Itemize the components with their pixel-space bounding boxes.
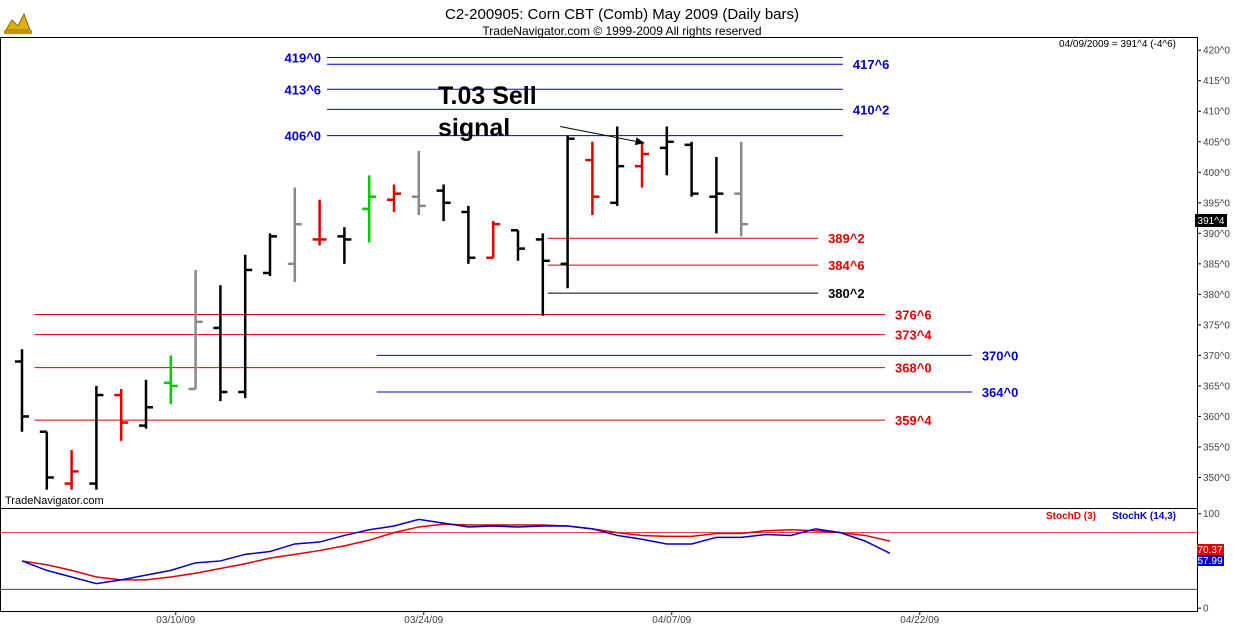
ohlc-bar <box>635 141 649 188</box>
price-info: 04/09/2009 = 391^4 (-4^6) <box>1059 39 1176 50</box>
price-tick-label: 400^0 <box>1203 168 1230 179</box>
watermark: TradeNavigator.com <box>5 495 104 507</box>
indicator-panel-frame <box>0 508 1198 612</box>
ohlc-bar <box>89 385 104 490</box>
ohlc-bar <box>560 135 575 289</box>
ohlc-bar <box>684 141 699 197</box>
ohlc-bar <box>436 184 451 222</box>
level-label: 370^0 <box>982 348 1019 363</box>
price-tick-label: 395^0 <box>1203 198 1230 209</box>
price-tick-label: 360^0 <box>1203 412 1230 423</box>
ohlc-bar <box>188 269 203 391</box>
ohlc-bar <box>535 233 550 316</box>
ohlc-bar <box>263 233 277 277</box>
price-tick-label: 405^0 <box>1203 137 1230 148</box>
level-label: 368^0 <box>895 361 932 376</box>
stochd-legend: StochD (3) <box>1046 511 1096 522</box>
level-label: 373^4 <box>895 328 932 343</box>
price-tick-label: 375^0 <box>1203 320 1230 331</box>
ohlc-bar <box>287 187 302 283</box>
stochk-value-box <box>1197 555 1224 566</box>
ohlc-bar <box>709 157 724 234</box>
price-tick-label: 370^0 <box>1203 351 1230 362</box>
price-tick-label: 420^0 <box>1203 46 1230 57</box>
ohlc-bar <box>486 221 501 259</box>
stochk-legend: StochK (14,3) <box>1112 511 1176 522</box>
price-tick-label: 365^0 <box>1203 381 1230 392</box>
ohlc-bar <box>139 379 153 429</box>
ohlc-bar <box>734 141 749 237</box>
level-label: 417^6 <box>853 57 890 72</box>
ohlc-bar <box>15 349 29 432</box>
price-tag-box <box>1195 214 1227 227</box>
ohlc-bar <box>511 229 525 261</box>
price-panel-frame <box>0 37 1198 509</box>
ohlc-bar <box>213 285 228 402</box>
level-label: 359^4 <box>895 413 932 428</box>
copyright-subtitle: TradeNavigator.com © 1999-2009 All right… <box>482 24 761 38</box>
x-tick-label: 04/22/09 <box>900 615 939 626</box>
level-label: 380^2 <box>828 286 865 301</box>
annotation-arrow <box>560 126 645 144</box>
ohlc-bar <box>411 150 426 216</box>
stochd-value: 70.37 <box>1197 545 1222 556</box>
price-tick-label: 355^0 <box>1203 442 1230 453</box>
level-label: 406^0 <box>285 129 322 144</box>
price-tick-label: 415^0 <box>1203 76 1230 87</box>
price-tag: 391^4 <box>1198 216 1225 227</box>
stochk-line <box>21 518 891 585</box>
stochk-value: 57.99 <box>1197 556 1222 567</box>
level-label: 389^2 <box>828 231 865 246</box>
ohlc-bar <box>238 254 253 399</box>
ohlc-bar <box>585 141 600 216</box>
annotation-arrowhead <box>634 137 645 146</box>
level-label: 413^6 <box>285 82 322 97</box>
ohlc-bar <box>64 450 79 490</box>
level-label: 364^0 <box>982 385 1019 400</box>
ohlc-bar <box>312 199 327 246</box>
x-tick-label: 03/10/09 <box>156 615 195 626</box>
level-label: 384^6 <box>828 258 865 273</box>
x-tick-label: 04/07/09 <box>652 615 691 626</box>
indicator-tick-label: 0 <box>1203 604 1209 615</box>
stochd-value-box <box>1197 544 1224 555</box>
level-label: 410^2 <box>853 102 890 117</box>
level-label: 419^0 <box>285 51 322 66</box>
ohlc-bar <box>163 355 178 405</box>
price-tick-label: 380^0 <box>1203 290 1230 301</box>
price-tick-label: 350^0 <box>1203 473 1230 484</box>
ohlc-bar <box>362 175 377 243</box>
logo-icon <box>4 12 32 34</box>
annotation-line-2: signal <box>438 114 510 142</box>
indicator-tick-label: 100 <box>1203 509 1220 520</box>
ohlc-bar <box>337 227 352 264</box>
price-tick-label: 385^0 <box>1203 259 1230 270</box>
ohlc-bar <box>461 205 476 264</box>
annotation-line-1: T.03 Sell <box>438 82 537 110</box>
ohlc-bar <box>610 126 625 206</box>
ohlc-bar <box>114 388 129 441</box>
ohlc-bar <box>39 430 54 490</box>
ohlc-bar <box>387 184 401 212</box>
level-label: 376^6 <box>895 308 932 323</box>
chart-title: C2-200905: Corn CBT (Comb) May 2009 (Dai… <box>445 6 799 23</box>
ohlc-bar <box>659 126 674 176</box>
price-tick-label: 410^0 <box>1203 107 1230 118</box>
x-tick-label: 03/24/09 <box>404 615 443 626</box>
price-tick-label: 390^0 <box>1203 229 1230 240</box>
